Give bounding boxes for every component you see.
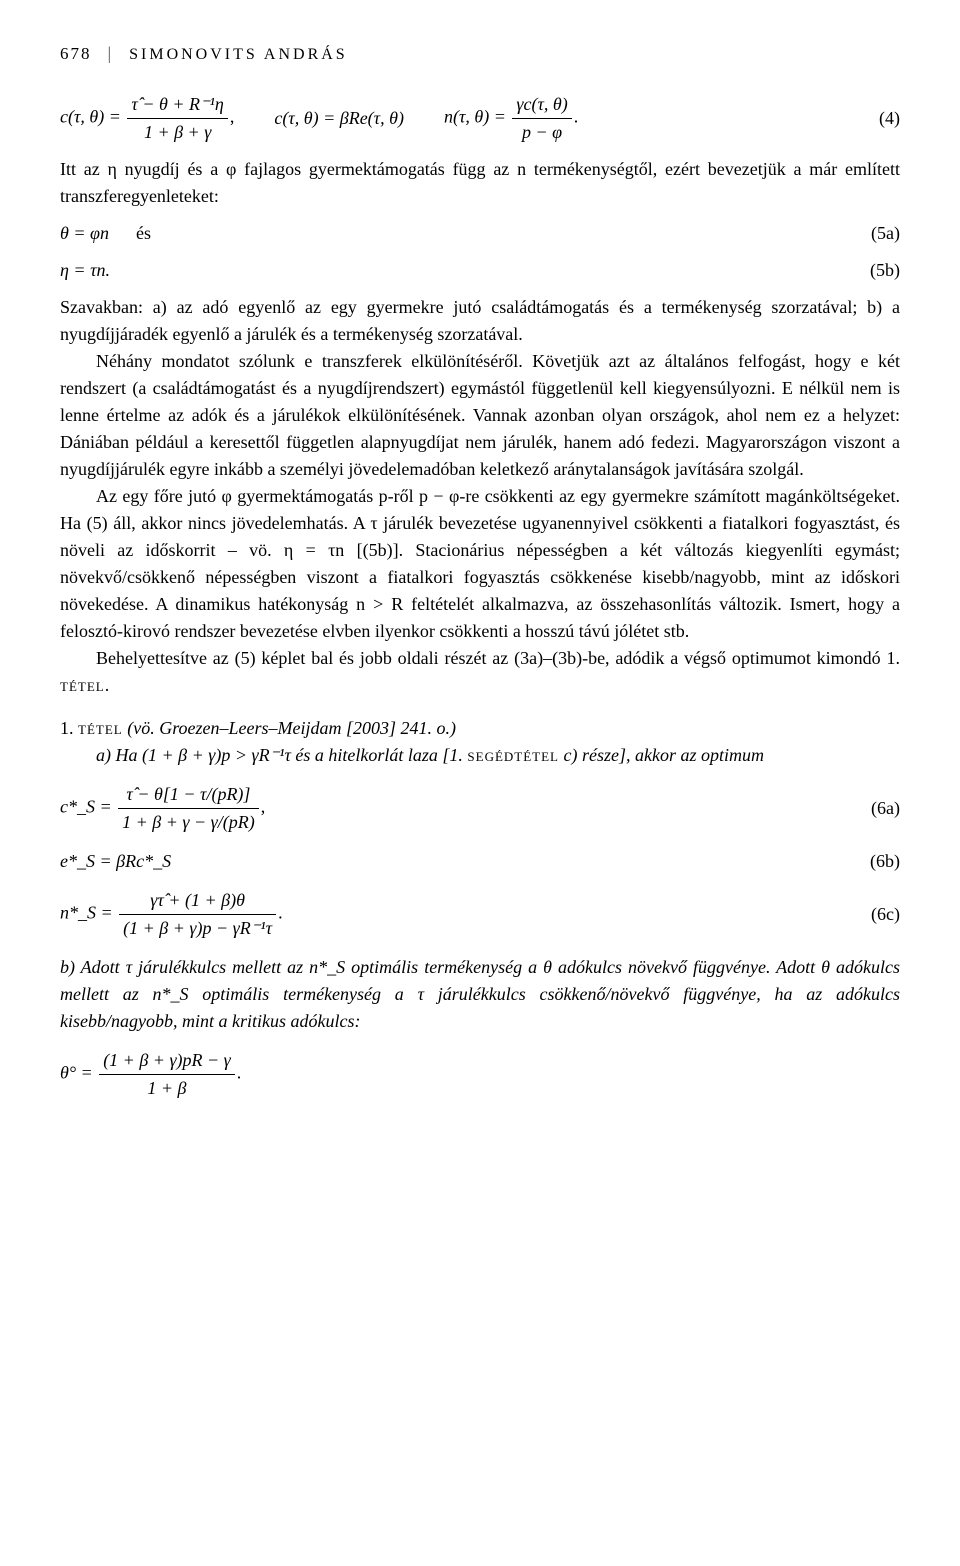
equation-5a: θ = φn és (5a) <box>60 220 900 247</box>
tetel-part-a: a) Ha (1 + β + γ)p > γR⁻¹τ és a hitelkor… <box>60 742 900 769</box>
paragraph-5: Behelyettesítve az (5) képlet bal és job… <box>60 645 900 699</box>
paragraph-3: Néhány mondatot szólunk e transzferek el… <box>60 348 900 483</box>
eq4-part1: c(τ, θ) = τ̂ − θ + R⁻¹η 1 + β + γ , <box>60 91 234 146</box>
eq4-label: (4) <box>879 105 900 132</box>
equation-6a: c*_S = τ̂ − θ[1 − τ/(pR)] 1 + β + γ − γ/… <box>60 781 900 836</box>
equation-theta-circ: θ° = (1 + β + γ)pR − γ 1 + β . <box>60 1047 900 1102</box>
paragraph-2: Szavakban: a) az adó egyenlő az egy gyer… <box>60 294 900 348</box>
page-number: 678 <box>60 41 92 67</box>
paragraph-1: Itt az η nyugdíj és a φ fajlagos gyermek… <box>60 156 900 210</box>
eq6a-label: (6a) <box>871 795 900 822</box>
eq6b-label: (6b) <box>870 848 900 875</box>
equation-5b: η = τn. (5b) <box>60 257 900 284</box>
header-divider: | <box>108 40 114 67</box>
eq4-part2: c(τ, θ) = βRe(τ, θ) <box>274 105 404 132</box>
eq5b-label: (5b) <box>870 257 900 284</box>
eq6c-label: (6c) <box>871 901 900 928</box>
equation-4: c(τ, θ) = τ̂ − θ + R⁻¹η 1 + β + γ , c(τ,… <box>60 91 900 146</box>
page-header: 678 | SIMONOVITS ANDRÁS <box>60 40 900 67</box>
tetel-part-b: b) Adott τ járulékkulcs mellett az n*_S … <box>60 954 900 1035</box>
tetel-1: 1. tétel (vö. Groezen–Leers–Meijdam [200… <box>60 715 900 769</box>
tetel-heading: 1. tétel (vö. Groezen–Leers–Meijdam [200… <box>60 715 900 742</box>
eq5a-label: (5a) <box>871 220 900 247</box>
paragraph-4: Az egy főre jutó φ gyermektámogatás p-rő… <box>60 483 900 645</box>
eq4-part3: n(τ, θ) = γc(τ, θ) p − φ . <box>444 91 578 146</box>
equation-6b: e*_S = βRc*_S (6b) <box>60 848 900 875</box>
equation-6c: n*_S = γτ̂ + (1 + β)θ (1 + β + γ)p − γR⁻… <box>60 887 900 942</box>
author-name: SIMONOVITS ANDRÁS <box>129 43 348 67</box>
